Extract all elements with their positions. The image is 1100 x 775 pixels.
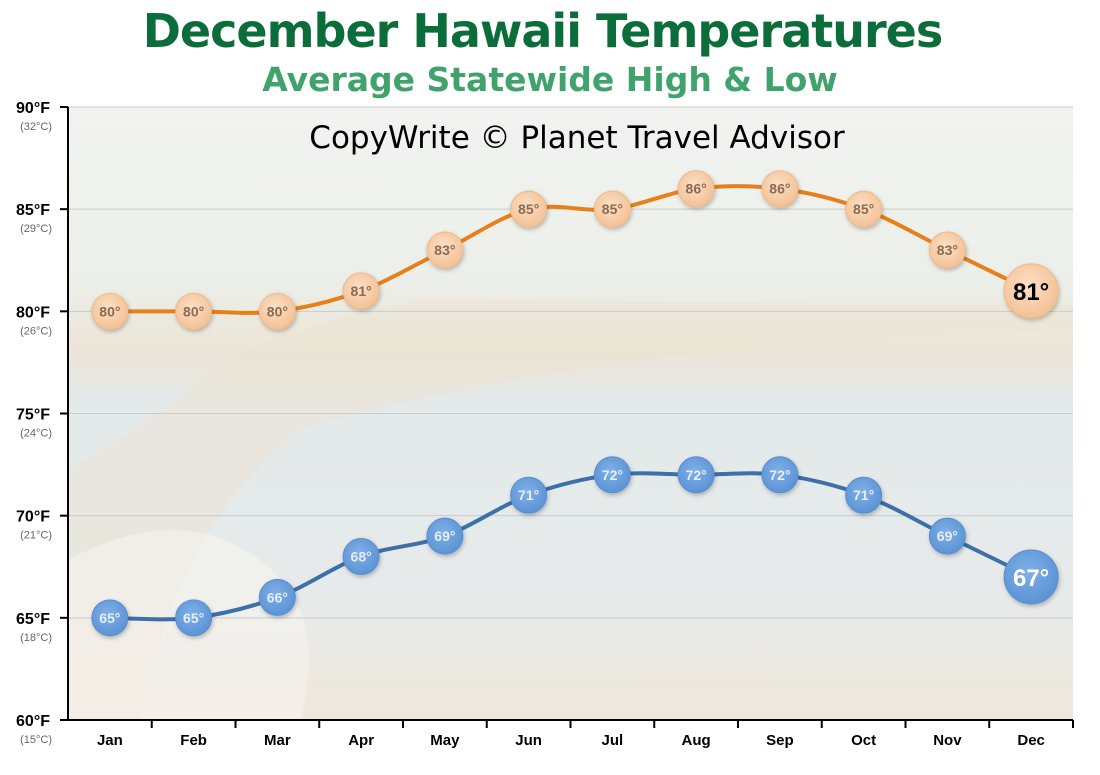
data-label-high-dec: 81° bbox=[1013, 279, 1049, 306]
x-tick-label-apr: Apr bbox=[348, 732, 374, 749]
y-tick-label: 60°F bbox=[16, 713, 50, 730]
data-label-low-apr: 68° bbox=[351, 549, 372, 565]
point-marker-high-jun bbox=[510, 190, 548, 228]
data-label-high-oct: 85° bbox=[853, 201, 874, 217]
point-marker-high-dec bbox=[1003, 263, 1059, 319]
y-tick-sublabel: (15°C) bbox=[20, 734, 52, 746]
x-tick-label-may: May bbox=[430, 732, 460, 749]
y-tick-sublabel: (29°C) bbox=[20, 223, 52, 235]
data-label-low-nov: 69° bbox=[937, 528, 958, 544]
point-marker-low-jul bbox=[593, 456, 631, 494]
point-marker-low-mar bbox=[258, 578, 296, 616]
point-marker-low-jun bbox=[510, 476, 548, 514]
data-series: 80° 80° 80° 81° 83° 85° 85° 86° 86° 85° 83° 81° 65° 6… bbox=[91, 170, 1059, 637]
point-marker-low-may bbox=[426, 517, 464, 555]
x-tick-label-feb: Feb bbox=[180, 732, 207, 749]
point-marker-low-apr bbox=[342, 538, 380, 576]
data-label-high-nov: 83° bbox=[937, 242, 958, 258]
x-axis-tick-labels: Jan Feb Mar Apr May Jun Jul Aug Sep Oct Nov Dec bbox=[97, 732, 1045, 749]
data-label-low-sep: 72° bbox=[769, 467, 790, 483]
x-tick-label-aug: Aug bbox=[682, 732, 711, 749]
point-marker-high-oct bbox=[845, 190, 883, 228]
point-marker-high-nov bbox=[928, 231, 966, 269]
data-label-high-aug: 86° bbox=[686, 181, 707, 197]
point-marker-high-mar bbox=[258, 292, 296, 330]
chart-title: December Hawaii Temperatures bbox=[142, 4, 943, 58]
point-marker-low-nov bbox=[928, 517, 966, 555]
data-label-high-jul: 85° bbox=[602, 201, 623, 217]
y-tick-label: 70°F bbox=[16, 509, 50, 526]
point-marker-high-sep bbox=[761, 170, 799, 208]
y-tick-sublabel: (21°C) bbox=[20, 530, 52, 542]
y-tick-label: 75°F bbox=[16, 407, 50, 424]
y-tick-sublabel: (24°C) bbox=[20, 428, 52, 440]
data-label-high-jun: 85° bbox=[518, 201, 539, 217]
y-tick-label: 80°F bbox=[16, 304, 50, 321]
point-marker-low-oct bbox=[845, 476, 883, 514]
point-marker-high-feb bbox=[175, 292, 213, 330]
data-label-low-aug: 72° bbox=[686, 467, 707, 483]
x-tick-label-jan: Jan bbox=[97, 732, 123, 749]
y-tick-sublabel: (18°C) bbox=[20, 632, 52, 644]
data-label-high-jan: 80° bbox=[99, 303, 120, 319]
x-tick-label-jul: Jul bbox=[602, 732, 624, 749]
data-label-high-may: 83° bbox=[434, 242, 455, 258]
point-marker-low-aug bbox=[677, 456, 715, 494]
data-label-low-may: 69° bbox=[434, 528, 455, 544]
data-label-low-feb: 65° bbox=[183, 610, 204, 626]
point-marker-high-jan bbox=[91, 292, 129, 330]
point-marker-high-may bbox=[426, 231, 464, 269]
x-tick-label-sep: Sep bbox=[766, 732, 794, 749]
axes bbox=[60, 106, 1074, 728]
point-marker-high-aug bbox=[677, 170, 715, 208]
data-label-low-oct: 71° bbox=[853, 487, 874, 503]
data-label-low-jun: 71° bbox=[518, 487, 539, 503]
y-tick-label: 65°F bbox=[16, 611, 50, 628]
x-tick-label-nov: Nov bbox=[933, 732, 962, 749]
x-tick-label-oct: Oct bbox=[851, 732, 876, 749]
y-tick-label: 90°F bbox=[16, 100, 50, 117]
chart-subtitle: Average Statewide High & Low bbox=[262, 60, 838, 99]
point-marker-low-dec bbox=[1003, 549, 1059, 605]
data-label-low-dec: 67° bbox=[1013, 565, 1049, 592]
beach-sand-shape bbox=[68, 300, 1073, 720]
x-tick-label-mar: Mar bbox=[264, 732, 291, 749]
watermark: CopyWrite © Planet Travel Advisor bbox=[309, 120, 845, 156]
data-label-low-jan: 65° bbox=[99, 610, 120, 626]
y-tick-label: 85°F bbox=[16, 202, 50, 219]
data-label-high-mar: 80° bbox=[267, 303, 288, 319]
y-tick-sublabel: (26°C) bbox=[20, 325, 52, 337]
x-tick-label-dec: Dec bbox=[1017, 732, 1045, 749]
x-tick-label-jun: Jun bbox=[515, 732, 542, 749]
data-label-high-apr: 81° bbox=[351, 283, 372, 299]
data-label-low-mar: 66° bbox=[267, 589, 288, 605]
point-marker-high-apr bbox=[342, 272, 380, 310]
data-label-high-feb: 80° bbox=[183, 303, 204, 319]
point-marker-low-feb bbox=[175, 599, 213, 637]
y-axis-tick-labels: 90°F (32°C) 85°F (29°C) 80°F (26°C) 75°F (24°C)… bbox=[16, 100, 52, 746]
point-marker-low-sep bbox=[761, 456, 799, 494]
point-marker-high-jul bbox=[593, 190, 631, 228]
data-label-low-jul: 72° bbox=[602, 467, 623, 483]
data-label-high-sep: 86° bbox=[769, 181, 790, 197]
point-marker-low-jan bbox=[91, 599, 129, 637]
y-tick-sublabel: (32°C) bbox=[20, 121, 52, 133]
